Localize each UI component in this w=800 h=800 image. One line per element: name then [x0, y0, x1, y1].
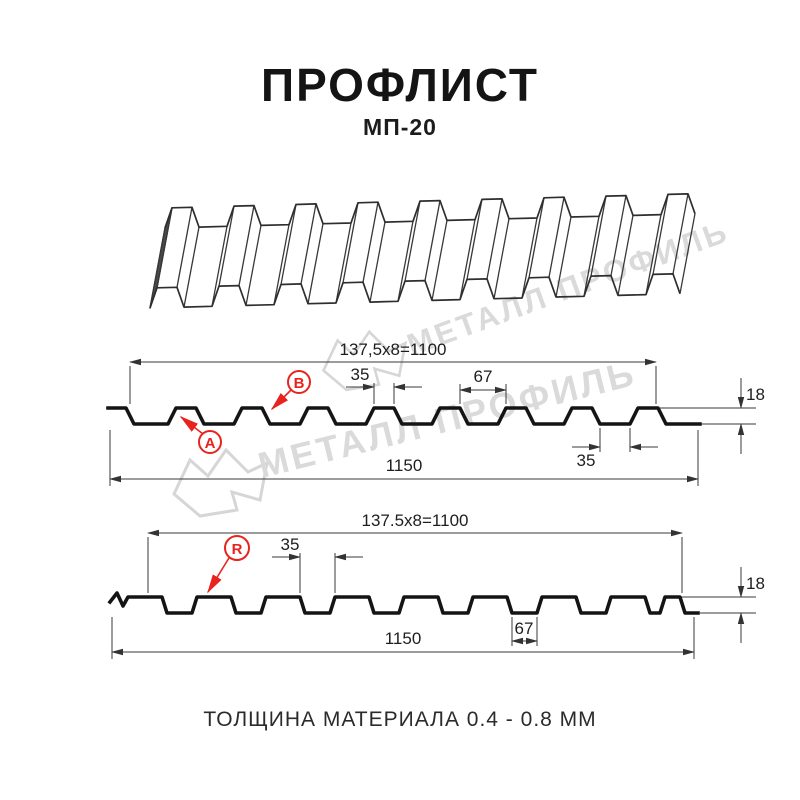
sheet-3d-edge: [245, 225, 262, 306]
callout-r-circle: [224, 535, 250, 561]
callout-a: A: [179, 416, 222, 454]
dim-rib-top: 35: [346, 365, 422, 404]
material-thickness-note: ТОЛЩИНА МАТЕРИАЛА 0.4 - 0.8 ММ: [203, 708, 597, 731]
sheet-3d-edge: [645, 214, 662, 295]
svg-text:R: R: [232, 541, 243, 558]
svg-text:18: 18: [746, 574, 765, 593]
sheet-3d-edge: [404, 200, 421, 282]
page-title: ПРОФЛИСТ: [261, 59, 539, 111]
sheet-3d-edge: [521, 217, 538, 299]
sheet-3d-edge: [211, 226, 228, 307]
sheet-3d-edge: [238, 205, 255, 286]
svg-text:67: 67: [515, 619, 534, 638]
watermark-2: МЕТАЛЛ ПРОФИЛЬ: [172, 352, 640, 518]
callout-b: B: [270, 370, 311, 411]
sheet-3d-edge: [590, 195, 607, 277]
sheet-3d-edge: [149, 227, 166, 309]
svg-text:18: 18: [746, 385, 765, 404]
sheet-3d-edge: [431, 220, 448, 301]
sheet-3d-edge: [335, 222, 352, 304]
callout-r: R: [207, 535, 250, 594]
cross-section-top: 137,5x8=1100 35 67: [106, 340, 765, 486]
sheet-3d-edge: [149, 273, 681, 309]
sheet-3d-edge: [164, 193, 696, 229]
sheet-3d-edge: [218, 206, 235, 287]
profile-outline: [107, 591, 700, 615]
sheet-3d-edge: [300, 203, 317, 285]
dim-gap-top: 35: [272, 535, 363, 593]
sheet-3d-edge: [424, 200, 441, 281]
cross-section-bottom: 137.5x8=1100 35 67: [107, 511, 765, 659]
sheet-3d-edge: [617, 215, 634, 296]
svg-text:35: 35: [351, 365, 370, 384]
sheet-3d-edge: [156, 207, 173, 288]
sheet-3d-edge: [342, 202, 359, 283]
sheet-3d-edge: [369, 221, 386, 303]
sheet-3d-edge: [610, 195, 627, 276]
svg-text:137.5x8=1100: 137.5x8=1100: [362, 511, 469, 530]
dim-height: 18: [660, 378, 765, 454]
profile-outline: [106, 406, 702, 426]
sheet-3d-edge: [459, 219, 476, 300]
svg-text:B: B: [294, 375, 305, 392]
callout-a-circle: [198, 430, 222, 454]
svg-text:137,5x8=1100: 137,5x8=1100: [340, 340, 447, 359]
dim-width-formula: 137,5x8=1100: [129, 340, 657, 404]
sheet-3d-edge: [176, 207, 193, 288]
dim-total-width: 1150: [111, 617, 695, 659]
sheet-3d-edge: [672, 193, 689, 274]
sheet-3d-edge: [183, 226, 200, 308]
dim-valley-bottom: 35: [572, 428, 658, 470]
sheet-3d-edge: [528, 197, 545, 278]
svg-text:35: 35: [577, 451, 596, 470]
metall-profil-logo-icon: [172, 447, 270, 518]
dim-total-width: 1150: [109, 430, 699, 486]
sheet-3d-edge: [362, 202, 379, 283]
dim-width-formula: 137.5x8=1100: [147, 511, 683, 593]
sheet-3d-edge: [679, 213, 696, 294]
svg-text:A: A: [205, 435, 216, 452]
sheet-3d-edge: [466, 199, 483, 280]
svg-text:35: 35: [281, 535, 300, 554]
dim-valley-bottom: 67: [511, 617, 538, 646]
svg-text:1150: 1150: [386, 456, 423, 475]
sheet-3d-edge: [307, 223, 324, 304]
sheet-3d-edge: [652, 194, 669, 275]
sheet-3d-edge: [273, 224, 290, 305]
sheet-3d-edge: [486, 198, 503, 280]
dim-valley-top: 67: [459, 367, 507, 404]
callout-b-circle: [287, 370, 311, 394]
svg-text:67: 67: [474, 367, 493, 386]
profile-model-label: МП-20: [363, 114, 437, 140]
dim-height: 18: [682, 567, 765, 643]
sheet-3d-edge: [548, 197, 565, 278]
sheet-3d-edge: [397, 221, 414, 302]
sheet-3d-edge: [493, 218, 510, 299]
sheet-3d-edge: [280, 204, 297, 285]
sheet-3d-edge: [583, 216, 600, 297]
sheet-3d-edge: [555, 216, 572, 298]
svg-text:1150: 1150: [385, 629, 422, 648]
sheet-3d-view: [149, 193, 696, 309]
